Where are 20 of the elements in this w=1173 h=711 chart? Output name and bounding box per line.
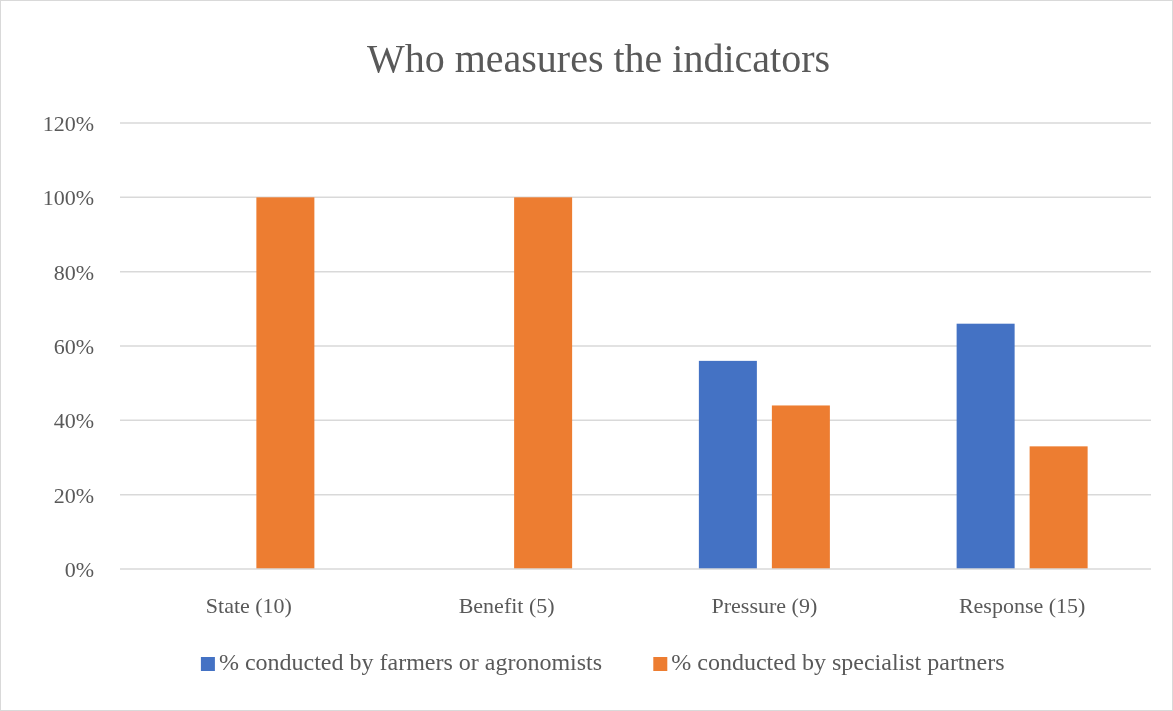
bar (256, 197, 315, 569)
bar (771, 405, 830, 569)
x-tick-label: Response (15) (958, 593, 1086, 618)
bar (1029, 446, 1088, 569)
chart-title: Who measures the indicators (366, 36, 831, 81)
x-tick-label: Benefit (5) (458, 593, 555, 618)
x-tick-label: Pressure (9) (711, 593, 818, 618)
bar (514, 197, 573, 569)
y-tick-label: 0% (64, 557, 94, 582)
y-tick-label: 20% (53, 482, 94, 508)
legend-label: % conducted by farmers or agronomists (218, 649, 603, 675)
bar (698, 360, 757, 569)
y-tick-label: 40% (53, 408, 94, 434)
bar (956, 323, 1015, 569)
y-tick-label: 120% (42, 111, 94, 136)
y-tick-label: 60% (53, 334, 94, 359)
legend-label: % conducted by specialist partners (671, 649, 1005, 675)
x-tick-label: State (10) (205, 593, 292, 618)
y-tick-label: 100% (42, 185, 94, 211)
y-tick-label: 80% (53, 259, 94, 285)
